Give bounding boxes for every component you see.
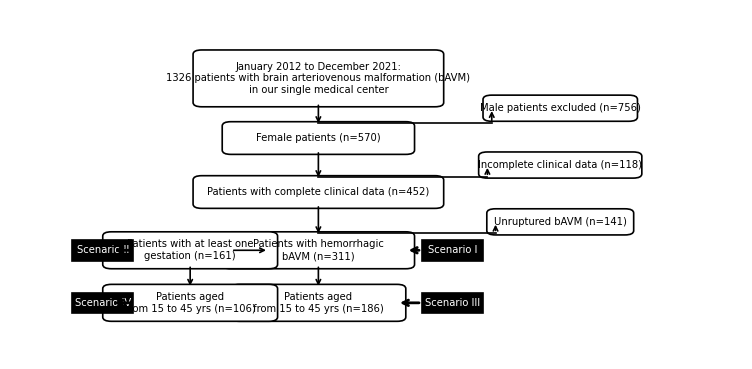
FancyBboxPatch shape (479, 152, 642, 178)
Text: Scenario III: Scenario III (425, 298, 480, 308)
Text: Patients with at least one
gestation (n=161): Patients with at least one gestation (n=… (127, 239, 253, 261)
FancyBboxPatch shape (72, 293, 133, 313)
Text: January 2012 to December 2021:
1326 patients with brain arteriovenous malformati: January 2012 to December 2021: 1326 pati… (166, 62, 471, 95)
FancyBboxPatch shape (193, 50, 444, 107)
FancyBboxPatch shape (72, 240, 133, 261)
FancyBboxPatch shape (103, 284, 277, 321)
FancyBboxPatch shape (103, 232, 277, 269)
Text: Incomplete clinical data (n=118): Incomplete clinical data (n=118) (478, 160, 642, 170)
FancyBboxPatch shape (223, 232, 414, 269)
Text: Scenario IV: Scenario IV (74, 298, 131, 308)
FancyBboxPatch shape (422, 293, 483, 313)
Text: Scenario I: Scenario I (428, 245, 477, 255)
FancyBboxPatch shape (223, 122, 414, 154)
Text: Scenario II: Scenario II (77, 245, 129, 255)
FancyBboxPatch shape (487, 209, 634, 235)
FancyBboxPatch shape (231, 284, 406, 321)
Text: Male patients excluded (n=756): Male patients excluded (n=756) (480, 103, 641, 113)
Text: Female patients (n=570): Female patients (n=570) (256, 133, 381, 143)
FancyBboxPatch shape (422, 240, 483, 261)
Text: Patients with hemorrhagic
bAVM (n=311): Patients with hemorrhagic bAVM (n=311) (253, 239, 384, 261)
Text: Patients aged
from 15 to 45 yrs (n=106): Patients aged from 15 to 45 yrs (n=106) (125, 292, 256, 314)
Text: Patients aged
from 15 to 45 yrs (n=186): Patients aged from 15 to 45 yrs (n=186) (253, 292, 384, 314)
Text: Patients with complete clinical data (n=452): Patients with complete clinical data (n=… (208, 187, 429, 197)
FancyBboxPatch shape (483, 95, 638, 121)
Text: Unruptured bAVM (n=141): Unruptured bAVM (n=141) (494, 217, 626, 227)
FancyBboxPatch shape (193, 176, 444, 208)
